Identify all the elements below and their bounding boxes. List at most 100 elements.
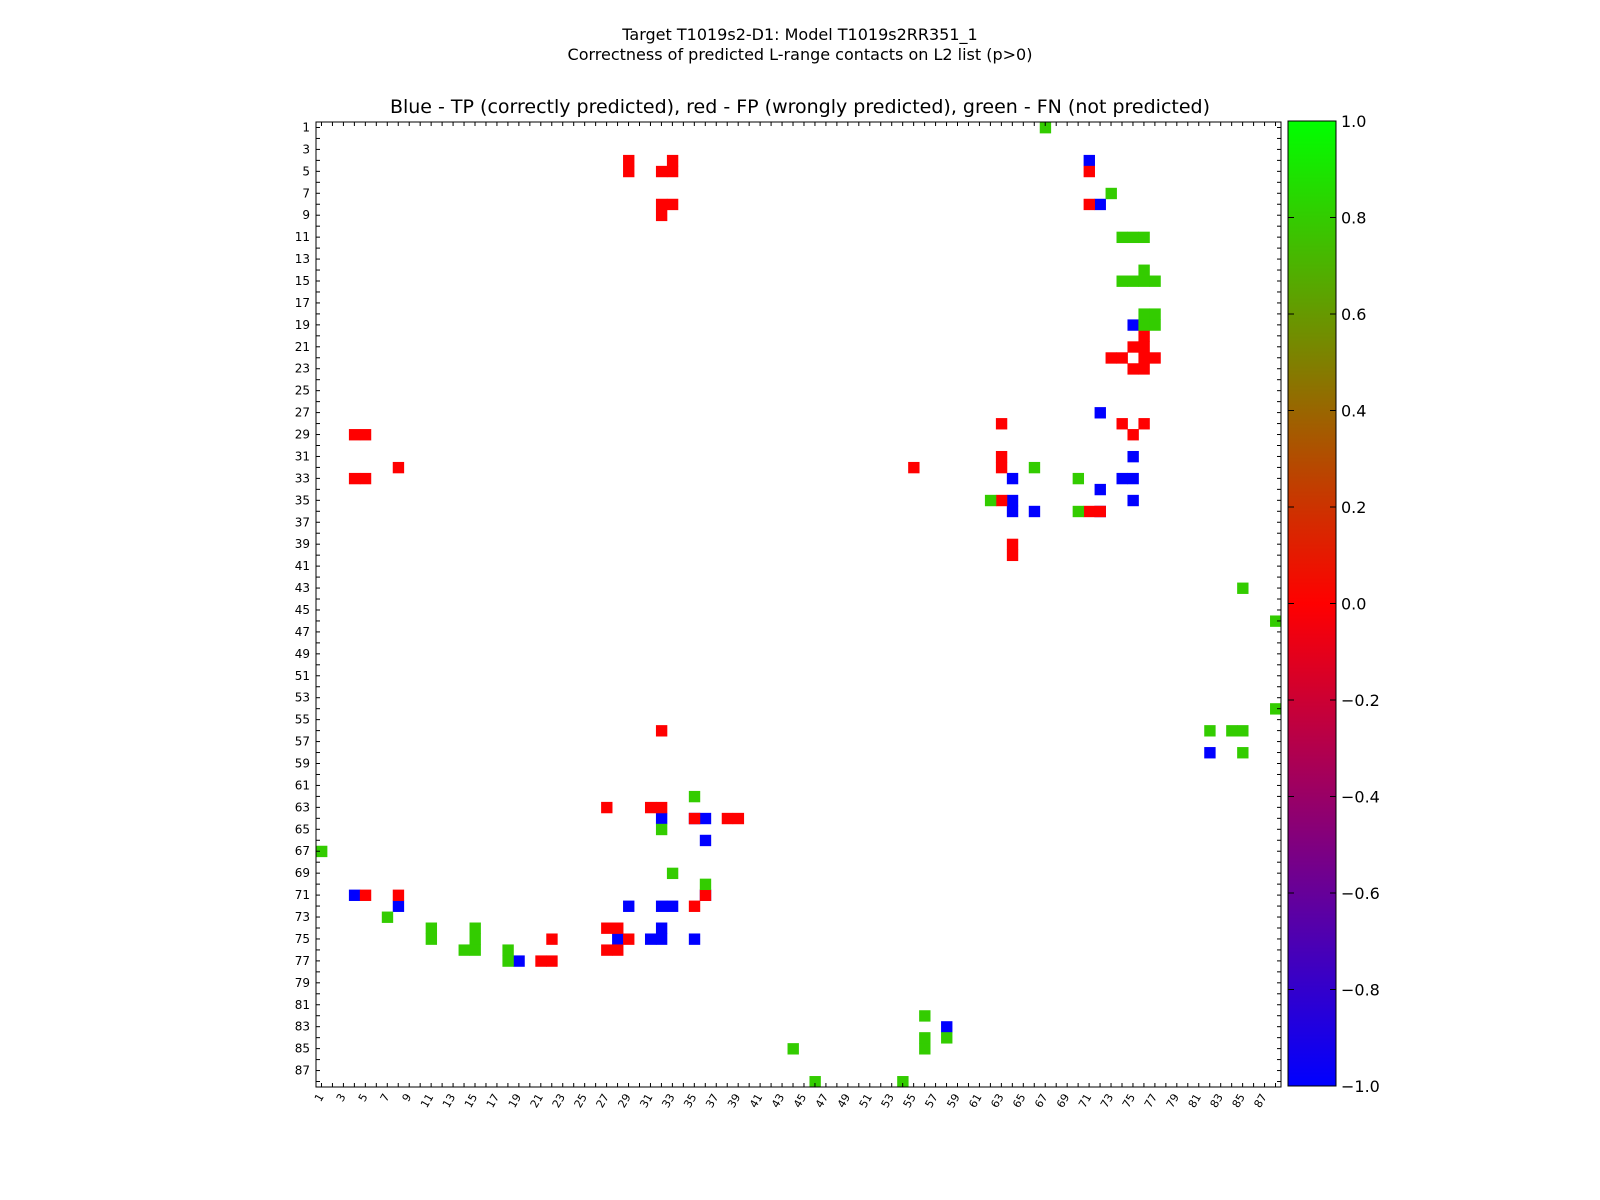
contact-cell-fp <box>666 154 679 167</box>
contact-cell-fn <box>1028 461 1041 474</box>
contact-cell-tp <box>1094 483 1106 496</box>
contact-cell-tp <box>1006 494 1019 507</box>
contact-cell-tp <box>1116 472 1128 485</box>
colorbar-tick-label: −0.2 <box>1341 691 1380 710</box>
contact-cell-tp <box>392 900 405 912</box>
contact-cell-fp <box>601 801 613 814</box>
x-tick-label: 9 <box>400 1092 415 1105</box>
x-tick-label: 7 <box>378 1092 393 1105</box>
x-tick-label: 29 <box>615 1092 633 1111</box>
contact-cell-fn <box>688 790 701 803</box>
contact-cell-fn <box>1149 319 1161 331</box>
x-tick-label: 27 <box>594 1092 612 1111</box>
y-tick-label: 69 <box>295 866 310 880</box>
contact-cell-fn <box>787 1043 799 1055</box>
contact-cell-fn <box>469 933 481 945</box>
contact-cell-tp <box>1127 450 1139 463</box>
contact-cell-fn <box>897 1076 909 1088</box>
contact-cell-fp <box>359 472 372 485</box>
contact-cell-tp <box>655 933 668 945</box>
contact-cell-fp <box>1006 549 1019 562</box>
contact-cell-fp <box>908 461 920 474</box>
contact-cell-fp <box>1006 538 1019 551</box>
contact-cell-fn <box>502 944 514 956</box>
contact-cell-tp <box>699 834 712 847</box>
y-tick-label: 37 <box>295 515 310 529</box>
contact-cell-fp <box>623 933 635 945</box>
x-tick-label: 21 <box>528 1092 546 1111</box>
x-tick-label: 39 <box>725 1092 743 1111</box>
contact-cell-tp <box>666 900 679 912</box>
colorbar-axis: 1.0 0.8 0.6 0.4 0.2 0.0 −0.2 −0.4 −0.6 −0.8 −1.0 <box>1288 112 1380 1096</box>
y-tick-label: 3 <box>302 142 310 156</box>
y-tick-label: 73 <box>295 910 310 924</box>
contact-cell-fp <box>995 418 1008 430</box>
contact-cell-fp <box>995 450 1008 463</box>
y-tick-label: 39 <box>295 537 310 551</box>
contact-cell-fp <box>392 461 405 474</box>
contact-cell-fn <box>1237 725 1249 737</box>
contact-cell-fp <box>612 944 624 956</box>
y-tick-label: 1 <box>302 120 310 134</box>
y-tick-label: 19 <box>295 318 310 332</box>
x-tick-label: 69 <box>1054 1092 1072 1111</box>
contact-cell-fn <box>1138 308 1150 320</box>
contact-cell-fp <box>644 801 657 814</box>
contact-cell-tp <box>655 900 668 912</box>
y-tick-label: 51 <box>295 669 310 683</box>
contact-cell-fp <box>688 900 701 912</box>
contact-cell-fp <box>535 955 547 967</box>
contact-cell-tp <box>644 933 657 945</box>
contact-cell-tp <box>513 955 525 967</box>
contact-cell-tp <box>688 933 701 945</box>
contact-cell-fp <box>601 922 613 934</box>
contact-cell-fp <box>1138 352 1150 364</box>
chart-title: Target T1019s2-D1: Model T1019s2RR351_1 <box>621 25 977 45</box>
contact-cell-tp <box>1006 505 1019 518</box>
plot-frame <box>315 121 1282 1088</box>
contact-cell-fp <box>1116 418 1128 430</box>
contact-cell-fn <box>1116 275 1128 287</box>
y-tick-label: 7 <box>302 186 310 200</box>
contact-cell-fn <box>1270 615 1282 627</box>
x-tick-label: 51 <box>857 1092 875 1111</box>
contact-cell-fp <box>546 955 558 967</box>
y-tick-label: 29 <box>295 428 310 442</box>
x-tick-label: 25 <box>572 1092 590 1111</box>
x-tick-label: 23 <box>550 1092 568 1111</box>
contact-cell-fp <box>666 198 679 211</box>
x-tick-label: 19 <box>506 1092 524 1111</box>
contact-cell-fp <box>601 944 613 956</box>
contact-cell-fp <box>1127 429 1139 441</box>
chart-subtitle: Correctness of predicted L-range contact… <box>568 45 1033 64</box>
contact-cell-tp <box>1127 319 1139 331</box>
contact-cell-fn <box>1138 231 1150 244</box>
contact-cell-fn <box>1127 231 1139 244</box>
contact-cell-fp <box>348 429 361 441</box>
contact-cell-fp <box>392 889 405 901</box>
y-tick-label: 35 <box>295 493 310 507</box>
x-tick-label: 45 <box>791 1092 809 1111</box>
colorbar-tick-label: −1.0 <box>1341 1077 1380 1096</box>
y-axis: 1357911131517192123252729313335373941434… <box>295 120 1281 1083</box>
x-tick-label: 33 <box>659 1092 677 1111</box>
contact-cell-fn <box>941 1032 953 1044</box>
colorbar-tick-label: 0.6 <box>1341 305 1366 324</box>
y-tick-label: 85 <box>295 1042 310 1056</box>
contact-cell-fp <box>655 725 668 737</box>
contact-cell-fn <box>425 922 438 934</box>
contact-cell-fp <box>655 198 668 211</box>
y-tick-label: 79 <box>295 976 310 990</box>
x-tick-label: 61 <box>966 1092 984 1111</box>
y-tick-label: 45 <box>295 603 310 617</box>
x-tick-label: 79 <box>1164 1092 1182 1111</box>
x-tick-label: 13 <box>440 1092 458 1111</box>
y-tick-label: 53 <box>295 691 310 705</box>
contact-cell-fn <box>919 1032 931 1044</box>
y-tick-label: 13 <box>295 252 310 266</box>
contact-cell-fp <box>546 933 558 945</box>
x-tick-label: 53 <box>879 1092 897 1111</box>
contact-cell-tp <box>612 933 624 945</box>
x-tick-label: 5 <box>356 1092 371 1105</box>
contact-cell-fn <box>1149 308 1161 320</box>
